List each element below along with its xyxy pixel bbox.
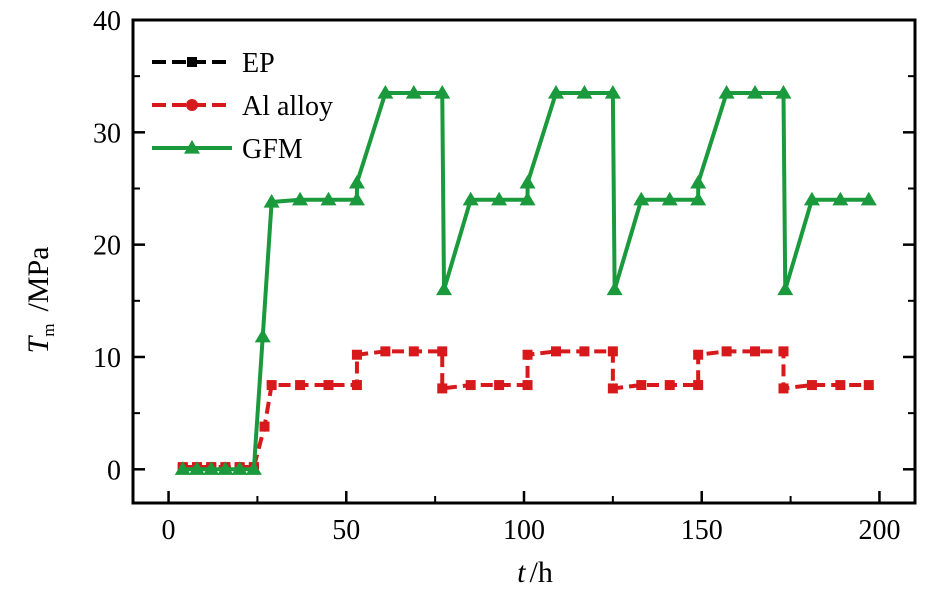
legend-label: EP — [242, 48, 275, 79]
y-tick-label: 10 — [93, 343, 121, 374]
data-point-circle — [259, 421, 270, 432]
data-point — [188, 461, 205, 475]
data-point-circle — [522, 349, 533, 360]
data-point — [718, 85, 735, 99]
x-tick-label: 0 — [162, 515, 176, 546]
series-layer — [174, 85, 877, 475]
x-tick-label: 100 — [503, 515, 545, 546]
series-al-alloy — [177, 346, 874, 473]
x-tick-label: 200 — [858, 515, 900, 546]
y-tick-label: 30 — [93, 118, 121, 149]
data-point — [519, 174, 536, 189]
data-point-circle — [494, 380, 505, 391]
data-point — [348, 191, 365, 206]
data-point-circle — [778, 346, 789, 357]
data-point — [690, 174, 707, 189]
data-point-circle — [437, 346, 448, 357]
data-point — [777, 281, 794, 296]
data-point-circle — [693, 349, 704, 360]
legend-label: Al alloy — [242, 91, 333, 122]
data-point-circle — [579, 346, 590, 357]
data-point — [434, 85, 451, 99]
data-point — [832, 191, 849, 206]
data-point — [775, 85, 792, 99]
x-tick-label: 50 — [332, 515, 360, 546]
data-point-circle — [266, 380, 277, 391]
legend: EP Al alloy GFM — [152, 48, 333, 165]
data-point — [462, 191, 479, 206]
data-point-circle — [664, 380, 675, 391]
y-tick-label: 0 — [107, 455, 121, 486]
legend-marker — [184, 140, 200, 154]
data-point-circle — [323, 380, 334, 391]
data-point — [633, 191, 650, 206]
legend-label: GFM — [242, 134, 303, 165]
x-axis-label: t/h — [517, 556, 553, 589]
data-point — [491, 191, 508, 206]
data-point — [292, 191, 309, 206]
data-point — [604, 85, 621, 99]
series-gfm — [174, 85, 877, 475]
data-point-circle — [607, 383, 618, 394]
data-point — [690, 191, 707, 206]
legend-entry: GFM — [152, 134, 303, 165]
y-axis-unit: /MPa — [22, 247, 55, 312]
data-point — [203, 461, 220, 475]
data-point-circle — [835, 380, 846, 391]
data-point — [576, 85, 593, 99]
data-point — [803, 191, 820, 206]
x-axis-var: t — [517, 556, 526, 589]
data-point-circle — [863, 380, 874, 391]
data-point — [263, 193, 280, 208]
data-point — [245, 461, 262, 475]
data-point-circle — [465, 380, 476, 391]
data-point-circle — [550, 346, 561, 357]
y-axis-sub: m — [39, 324, 58, 337]
data-point — [860, 191, 877, 206]
data-point-circle — [693, 380, 704, 391]
data-point — [174, 461, 191, 475]
legend-marker — [186, 99, 198, 111]
data-point-circle — [778, 383, 789, 394]
series-line — [182, 349, 869, 470]
data-point-circle — [295, 380, 306, 391]
data-point-circle — [750, 346, 761, 357]
data-point-circle — [607, 346, 618, 357]
legend-marker — [187, 57, 197, 67]
data-point — [547, 85, 564, 99]
data-point — [320, 191, 337, 206]
data-point — [436, 281, 453, 296]
data-point-circle — [437, 383, 448, 394]
x-tick-label: 150 — [681, 515, 723, 546]
legend-entry: Al alloy — [152, 91, 333, 122]
data-point — [254, 328, 271, 343]
data-point-circle — [806, 380, 817, 391]
data-point-circle — [408, 346, 419, 357]
data-point-circle — [380, 346, 391, 357]
data-point — [348, 174, 365, 189]
data-point-circle — [721, 346, 732, 357]
data-point-circle — [636, 380, 647, 391]
data-point — [747, 85, 764, 99]
data-point — [217, 461, 234, 475]
data-point — [606, 281, 623, 296]
data-point — [231, 461, 248, 475]
data-point — [519, 191, 536, 206]
data-point — [377, 85, 394, 99]
data-point — [661, 191, 678, 206]
x-axis-unit: /h — [530, 556, 553, 589]
data-point — [405, 85, 422, 99]
data-point-circle — [522, 380, 533, 391]
y-axis-label: Tm/MPa — [22, 247, 58, 354]
y-tick-label: 40 — [93, 6, 121, 37]
y-tick-label: 20 — [93, 231, 121, 262]
data-point-circle — [351, 380, 362, 391]
data-point-circle — [351, 349, 362, 360]
y-axis-var: T — [22, 334, 55, 353]
legend-entry: EP — [152, 48, 275, 79]
ticks-layer: 0 50 100 150 200 0 10 20 30 40 — [93, 6, 915, 546]
